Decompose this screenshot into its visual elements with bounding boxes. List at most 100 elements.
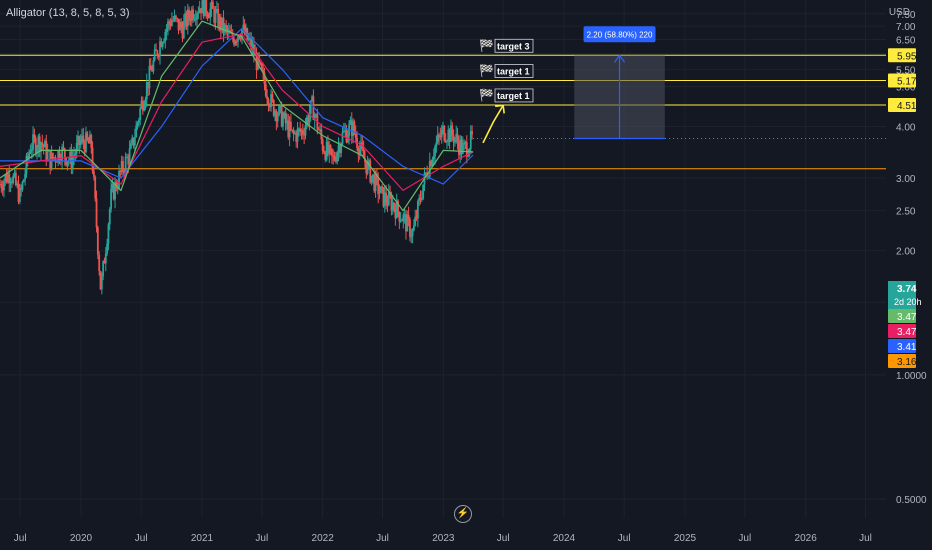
projection-line[interactable]: [482, 104, 504, 144]
candle-body: [284, 112, 287, 124]
candle-body: [4, 174, 7, 182]
candle-body: [362, 149, 365, 159]
candle-body: [143, 105, 146, 111]
candle-body: [296, 128, 299, 142]
candle-body: [0, 184, 3, 189]
candle-body: [145, 81, 148, 100]
candle-body: [304, 125, 307, 136]
candle-body: [182, 21, 185, 39]
price-badges: 5.95 5.17 4.51 3.74 2d 20h 3.47 3.47 3.41 3.16: [888, 48, 922, 368]
candle-body: [305, 117, 308, 126]
candle-body: [110, 188, 112, 210]
candle-body: [202, 0, 205, 17]
candle-body: [331, 148, 333, 156]
jaw-badge-text: 3.41: [897, 342, 917, 353]
candle-body: [438, 134, 440, 136]
candle-body: [365, 162, 368, 174]
candle-body: [21, 181, 24, 190]
candle-body: [176, 18, 179, 20]
candle-body: [94, 176, 97, 199]
candle-body: [381, 186, 384, 188]
candle-body: [452, 135, 455, 143]
candle-body: [327, 141, 329, 154]
candle-body: [283, 112, 286, 118]
candle-body: [346, 135, 349, 143]
candle-body: [303, 134, 306, 136]
candle-body: [58, 150, 61, 161]
candle-body: [279, 105, 282, 107]
measure-tool[interactable]: 2.20 (58.80%) 220: [574, 26, 665, 140]
support-badge: [888, 354, 916, 368]
y-tick-label: 5.00: [896, 82, 916, 93]
candle-body: [17, 183, 20, 203]
projection-arrow[interactable]: [482, 104, 505, 144]
candle-body: [99, 271, 102, 290]
candle-body: [349, 120, 352, 125]
level-badge: [888, 73, 916, 88]
candle-body: [137, 120, 140, 123]
candle-body: [360, 142, 362, 149]
candle-body: [108, 209, 111, 225]
candle-body: [410, 236, 413, 238]
candle-body: [386, 202, 389, 206]
candle-body: [204, 0, 206, 17]
target-flag[interactable]: 🏁 target 1: [479, 63, 534, 78]
candle-body: [373, 174, 376, 192]
candle-body: [141, 100, 144, 111]
candle-body: [249, 38, 251, 40]
candle-body: [300, 130, 303, 132]
candle-body: [374, 173, 377, 192]
target-flag[interactable]: 🏁 target 3: [479, 38, 534, 53]
candle-body: [312, 96, 315, 120]
candle-body: [329, 145, 332, 149]
measure-label: 2.20 (58.80%) 220: [587, 30, 653, 39]
candle-body: [370, 175, 373, 183]
alligator-lips-line: [0, 20, 474, 212]
candle-body: [456, 134, 459, 143]
candle-body: [40, 142, 42, 152]
candle-body: [221, 17, 224, 31]
candle-body: [407, 214, 410, 220]
candle-body: [85, 132, 87, 153]
candle-body: [344, 130, 347, 132]
projection-arrowhead: [495, 104, 505, 114]
candle-body: [38, 136, 41, 152]
candle-body: [103, 261, 106, 264]
candle-body: [451, 125, 454, 136]
candle-body: [126, 157, 128, 159]
candle-body: [57, 150, 60, 163]
candle-body: [14, 172, 17, 186]
candle-body: [435, 142, 438, 147]
candle-body: [446, 141, 448, 143]
horizontal-levels[interactable]: [0, 54, 886, 170]
time-axis[interactable]: Jul 2020 Jul 2021 Jul 2022 Jul 2023 Jul 2024 Jul 20…: [14, 533, 872, 544]
flag-icon: 🏁: [479, 63, 494, 77]
candle-body: [34, 138, 37, 154]
candle-body: [353, 121, 356, 134]
candle-body: [157, 55, 160, 57]
candle-body: [69, 151, 71, 161]
indicator-legend[interactable]: Alligator (13, 8, 5, 8, 5, 3): [6, 7, 130, 19]
candle-body: [325, 141, 328, 160]
candle-body: [42, 144, 45, 148]
candle-body: [364, 158, 366, 163]
candle-body: [390, 196, 393, 211]
candle-body: [299, 128, 302, 132]
candle-body: [215, 8, 218, 12]
candle-body: [311, 96, 313, 101]
candle-body: [242, 24, 245, 30]
lightning-icon[interactable]: ⚡: [454, 505, 472, 523]
candle-body: [471, 131, 473, 135]
candle-body: [235, 41, 238, 43]
candle-body: [123, 171, 126, 174]
candle-body: [399, 220, 402, 222]
target-flag[interactable]: 🏁 target 1: [479, 88, 534, 103]
target-flags[interactable]: 🏁 target 3 🏁 target 1 🏁 target 1: [479, 38, 534, 103]
candle-body: [13, 172, 16, 176]
candle-body: [194, 18, 197, 20]
candle-body: [61, 146, 64, 162]
candle-body: [354, 133, 357, 138]
candle-body: [32, 134, 34, 150]
